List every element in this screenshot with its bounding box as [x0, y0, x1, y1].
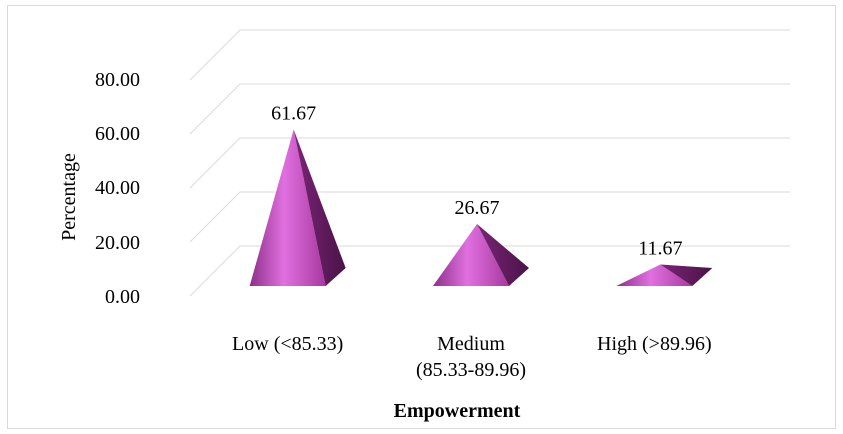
pyramid-front-face: [249, 129, 326, 286]
y-tick-label: 80.00: [95, 69, 140, 91]
gridline: [189, 29, 790, 81]
pyramid-side-face: [293, 129, 346, 286]
y-axis-ticks: 0.00 20.00 40.00 60.00 80.00: [95, 69, 140, 308]
pyramids-layer: [249, 129, 713, 286]
y-tick-label: 0.00: [105, 286, 140, 308]
data-labels: 61.67 26.67 11.67: [271, 102, 682, 259]
pyramid-bar: [249, 129, 346, 286]
data-label: 11.67: [638, 237, 682, 259]
y-tick-label: 60.00: [95, 123, 140, 145]
pyramid-side-face: [660, 264, 713, 286]
gridline: [189, 83, 790, 135]
data-label: 26.67: [455, 197, 500, 219]
x-tick-label: Low (<85.33): [232, 333, 343, 355]
data-label: 61.67: [271, 102, 316, 124]
pyramid-bar: [616, 264, 713, 286]
gridline: [189, 137, 790, 189]
x-axis-ticks: Low (<85.33) Medium (85.33-89.96) High (>89…: [232, 333, 712, 381]
y-tick-label: 20.00: [95, 232, 140, 254]
pyramid-front-face: [616, 264, 693, 286]
y-tick-label: 40.00: [95, 177, 140, 199]
gridline: [189, 191, 790, 243]
chart-frame: [7, 5, 836, 429]
pyramid-front-face: [433, 223, 509, 286]
pyramid-side-face: [477, 223, 529, 286]
x-tick-label: High (>89.96): [597, 333, 712, 355]
grid-layer: [189, 29, 790, 297]
gridline: [189, 245, 790, 297]
x-tick-label: Medium (85.33-89.96): [416, 333, 526, 381]
x-axis-title: Empowerment: [394, 400, 521, 422]
pyramid-bar: [433, 223, 529, 286]
y-axis-title: Percentage: [58, 153, 80, 241]
